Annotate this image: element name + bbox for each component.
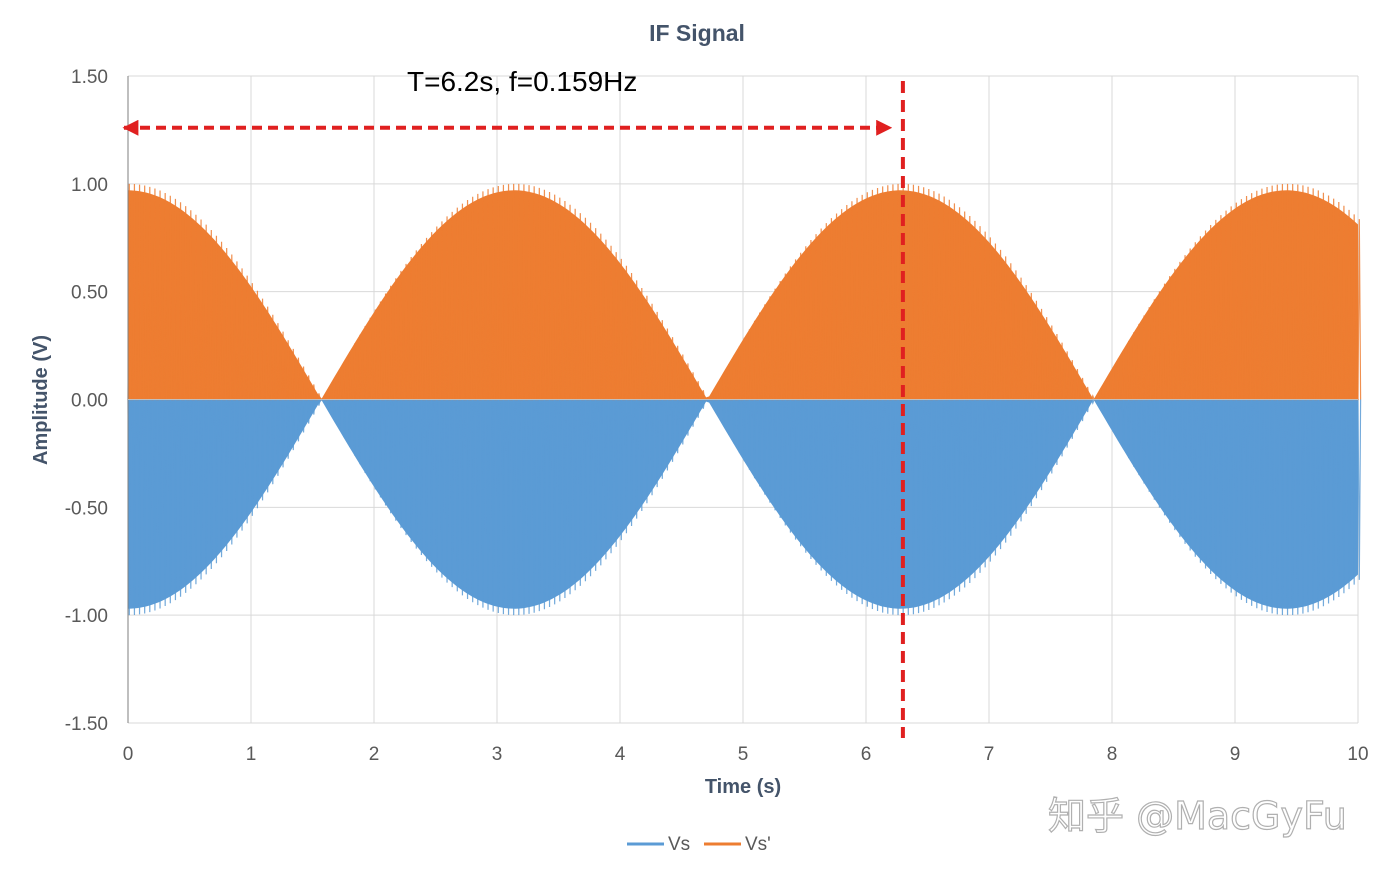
series-line-vs: [127, 398, 1362, 616]
period-annotation-text: T=6.2s, f=0.159Hz: [407, 66, 637, 97]
x-tick-label: 1: [246, 744, 257, 765]
series-area: [127, 183, 1362, 616]
x-tick-label: 3: [492, 744, 503, 765]
x-tick-label: 0: [123, 744, 134, 765]
x-tick-label: 8: [1107, 744, 1118, 765]
legend-label-vs: Vs: [668, 834, 690, 855]
legend: Vs Vs': [627, 834, 771, 855]
x-tick-label: 2: [369, 744, 380, 765]
x-axis-title: Time (s): [705, 776, 781, 798]
x-tick-label: 4: [615, 744, 626, 765]
period-annotation: T=6.2s, f=0.159Hz: [122, 66, 905, 738]
grid: [127, 75, 1359, 724]
legend-label-vs-prime: Vs': [745, 834, 771, 855]
series-line-vs-prime: [127, 183, 1362, 401]
tick-labels: 0 1 2 3 4 5 6 7 8 9 10 1.50 1.00 0.50 0.00 -0.50 -1.00 -1…: [65, 67, 1369, 765]
x-tick-label: 7: [984, 744, 995, 765]
y-tick-label: 1.50: [71, 67, 108, 88]
axes: [127, 76, 1358, 723]
x-tick-label: 10: [1347, 744, 1368, 765]
y-tick-label: 1.00: [71, 175, 108, 196]
y-tick-label: -1.50: [65, 714, 108, 735]
watermark: 知乎 @MacGyFu: [1048, 794, 1347, 838]
y-tick-label: -0.50: [65, 498, 108, 519]
chart-title: IF Signal: [649, 20, 745, 46]
y-tick-label: 0.00: [71, 391, 108, 412]
y-tick-label: -1.00: [65, 606, 108, 627]
x-tick-label: 5: [738, 744, 749, 765]
y-tick-label: 0.50: [71, 283, 108, 304]
x-tick-label: 6: [861, 744, 872, 765]
y-axis-title: Amplitude (V): [30, 335, 52, 465]
x-tick-label: 9: [1230, 744, 1241, 765]
